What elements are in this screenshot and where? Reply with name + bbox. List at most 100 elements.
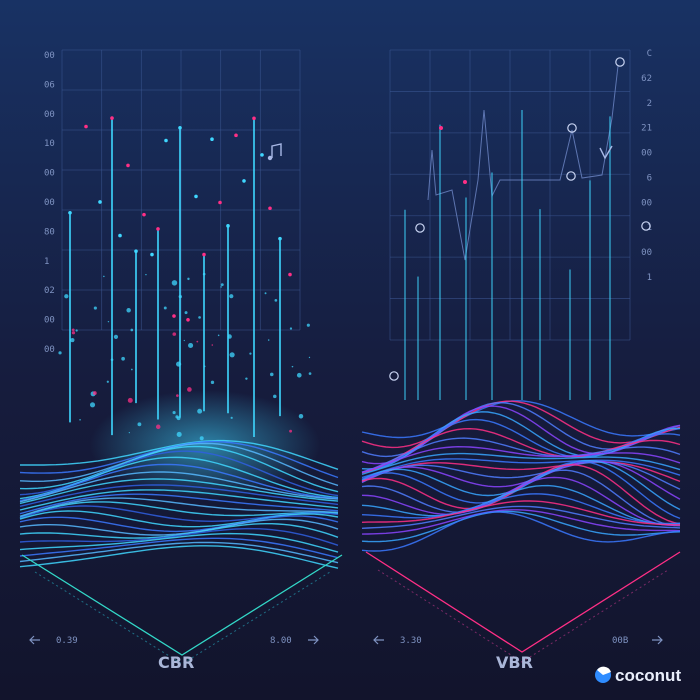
tick-label: 21 [641,124,652,134]
tick-label: 00 [44,316,55,326]
cbr-range-arrow-left [29,635,40,645]
cbr-bar-tip [126,163,130,168]
cbr-bar-tip [186,318,190,322]
cbr-bar-tip [210,137,214,141]
cbr-droplet [249,352,252,355]
vbr-wave-line [361,460,681,500]
vbr-wave-line [361,452,681,475]
vbr-range-left: 3.30 [400,636,422,646]
cbr-droplet [308,372,312,375]
vbr-wave-line [361,510,681,543]
cbr-wave-line [19,510,339,528]
cbr-splash-droplets [58,272,312,441]
vbr-marker [415,223,425,233]
cbr-range-left: 0.39 [56,636,78,646]
cbr-bar-tip [260,153,264,157]
cbr-bar-tip [288,272,292,277]
vbr-wave-line [361,445,681,473]
cbr-bar-tip [98,200,102,204]
tick-label: 62 [641,74,652,84]
cbr-droplet [274,298,278,302]
cbr-bar-tip [268,206,272,211]
cbr-wave-line [19,501,339,519]
cbr-label: CBR [158,653,194,672]
cbr-droplet [110,358,114,362]
cbr-bar-tip [226,224,230,228]
cbr-droplet [58,351,62,355]
cbr-bar-tip [134,249,138,254]
cbr-droplet [75,329,78,332]
vbr-wave-line [361,427,681,474]
cbr-droplet [264,292,267,295]
cbr-tick-labels: 00 06 00 10 00 00 80 1 02 00 00 [44,51,55,355]
cbr-droplet [121,356,125,361]
cbr-grid [61,49,301,331]
cbr-droplet [308,356,311,359]
cbr-droplet [188,342,194,349]
cbr-bar-tip [68,210,72,215]
cbr-bar-tip [142,212,146,217]
vbr-wave-line [361,484,681,525]
cbr-droplet [187,277,190,281]
cbr-wave-line [19,541,339,564]
cbr-droplet [267,339,270,341]
cbr-droplet [107,321,110,323]
cbr-droplet [273,394,277,399]
vbr-wave-line [361,476,681,527]
vbr-marker [567,123,577,133]
cbr-droplet [172,410,176,415]
tick-label: 00 [641,248,652,258]
cbr-wave-line [19,445,339,493]
tick-label: 10 [44,139,55,149]
vbr-wave-line [361,500,681,526]
cbr-droplet [64,294,69,299]
vbr-wave-line [361,461,681,483]
vbr-wave [361,400,681,552]
vbr-check-icon [599,145,613,160]
vbr-range-right: 00B [612,636,628,646]
tick-label: 80 [44,227,55,237]
cbr-droplet [202,272,206,276]
tick-label: 00 [44,198,55,208]
tick-label: 02 [44,286,55,296]
cbr-droplet [163,306,167,310]
brand-name: coconut [615,666,681,685]
vbr-wave-line [361,493,681,525]
cbr-droplet [229,294,234,299]
vbr-marker-dot [463,180,467,184]
tick-label: 00 [44,345,55,355]
cbr-droplet [296,372,302,378]
cbr-droplet [269,372,274,377]
cbr-droplet [176,431,182,437]
vbr-wave-line [361,460,681,520]
vbr-chevron [365,551,681,653]
vbr-marker [566,171,576,181]
cbr-bar-tip [194,194,198,199]
cbr-droplet [199,436,204,441]
cbr-wave-line [19,478,339,505]
cbr-wave-line [19,442,339,487]
cbr-droplet [197,408,203,414]
cbr-wave-line [19,518,339,536]
cbr-droplet [175,415,179,419]
cbr-wave-line [19,515,339,533]
vbr-wave-line [361,437,681,473]
cbr-bar-tip [218,200,222,205]
cbr-droplet [289,429,293,433]
tick-label: 1 [647,273,652,283]
cbr-droplet [184,311,188,315]
tick-label: 00 [44,110,55,120]
cbr-droplet [176,361,182,367]
cbr-droplet [89,402,96,408]
cbr-droplet [171,280,178,286]
cbr-droplet [291,365,294,368]
vbr-wave-line [361,464,681,525]
cbr-range-right: 8.00 [270,636,292,646]
tick-label: C [647,49,652,59]
cbr-bar-tip [84,124,88,129]
cbr-wave-line [19,493,339,515]
cbr-wave-line [19,463,339,502]
cbr-droplet [245,377,248,380]
cbr-droplet [230,416,233,419]
